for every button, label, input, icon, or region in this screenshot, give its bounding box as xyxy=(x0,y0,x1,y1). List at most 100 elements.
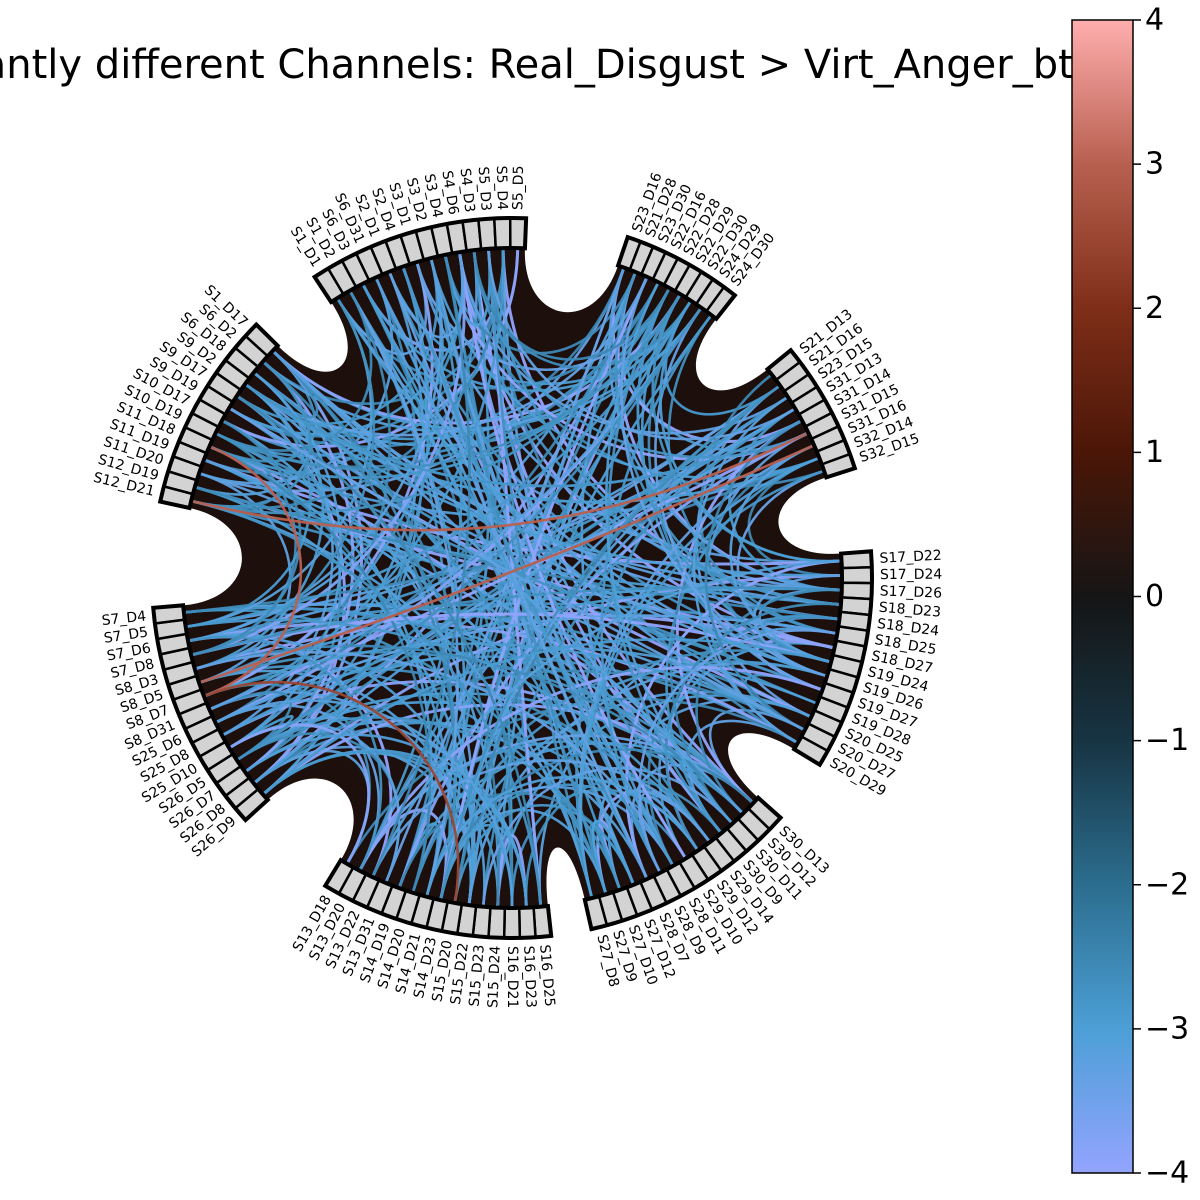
node-S5_D3 xyxy=(477,217,498,251)
colorbar-tick-label: −4 xyxy=(1145,1156,1189,1191)
edge-219 xyxy=(524,778,722,907)
edge-284 xyxy=(191,612,831,664)
edge-304 xyxy=(195,651,674,866)
node-label: S16_D21 xyxy=(504,946,520,1008)
group-border xyxy=(764,347,858,480)
node-label: S4_D6 xyxy=(438,169,461,216)
chart-area: S1_D1S1_D2S6_D3S6_D31S2_D1S2_D4S3_D1S3_D… xyxy=(92,165,943,1008)
node-label: S16_D25 xyxy=(536,944,557,1007)
chord-edges xyxy=(184,248,842,908)
edge-286 xyxy=(607,268,842,592)
colorbar-scale xyxy=(1071,19,1134,1174)
node-label: S17_D24 xyxy=(880,567,943,583)
edge-227 xyxy=(458,252,687,859)
edge-262 xyxy=(215,614,837,724)
edge-313 xyxy=(372,559,841,877)
edge-306 xyxy=(245,733,528,907)
edge-291 xyxy=(191,586,842,656)
edge-322 xyxy=(237,308,702,761)
edge-285 xyxy=(204,642,805,731)
edge-191 xyxy=(199,277,394,485)
edge-338 xyxy=(229,407,805,731)
edge-264 xyxy=(444,249,491,327)
edge-309 xyxy=(372,759,710,877)
colorbar-tick-label: 0 xyxy=(1145,579,1164,614)
edge-168 xyxy=(349,291,635,885)
edge-171 xyxy=(496,694,811,907)
edge-139 xyxy=(188,620,798,744)
edge-282 xyxy=(191,252,466,657)
edge-258 xyxy=(237,716,621,890)
colorbar-tick-label: 2 xyxy=(1145,291,1164,326)
edge-290 xyxy=(729,444,831,663)
colorbar-tick-label: −1 xyxy=(1145,723,1189,758)
edge-335 xyxy=(263,638,831,795)
node-label: S16_D23 xyxy=(520,945,539,1008)
group-border xyxy=(615,234,738,322)
edge-336 xyxy=(704,420,805,731)
chart-title: Significantly different Channels: Real_D… xyxy=(0,42,1074,88)
edge-323 xyxy=(272,350,743,814)
edge-315 xyxy=(188,258,442,642)
edge-44 xyxy=(362,284,514,908)
edge-326 xyxy=(605,282,733,824)
edge-333 xyxy=(638,629,837,873)
edge-331 xyxy=(191,500,542,907)
node-S16_D23 xyxy=(517,905,537,940)
edge-265 xyxy=(453,803,635,903)
edge-277 xyxy=(209,690,293,761)
edge-186 xyxy=(667,315,837,635)
colorbar-tick-label: −2 xyxy=(1145,867,1189,902)
edge-270 xyxy=(482,767,733,907)
edge-327 xyxy=(591,819,635,894)
edge-256 xyxy=(191,500,593,898)
node-label: S5_D5 xyxy=(510,165,527,210)
node-S17_D24 xyxy=(840,565,874,585)
edge-202 xyxy=(362,284,692,392)
edge-194 xyxy=(222,383,334,736)
node-label: S18_D24 xyxy=(876,616,940,640)
edge-287 xyxy=(472,250,808,459)
colorbar-ticks: 4 3 2 1 0 −1 −2 −3 −4 xyxy=(1133,3,1189,1191)
node-label: S5_D4 xyxy=(493,165,510,210)
edge-320 xyxy=(472,250,670,361)
edge-280 xyxy=(209,445,432,893)
edge-341 xyxy=(199,444,814,684)
edge-328 xyxy=(215,699,514,908)
edge-324 xyxy=(425,775,699,897)
node-label: S18_D23 xyxy=(878,600,941,621)
edge-162 xyxy=(222,646,817,736)
edge-318 xyxy=(215,294,681,471)
node-S5_D4 xyxy=(492,216,512,250)
edge-340 xyxy=(191,432,808,532)
node-label: S15_D24 xyxy=(485,945,504,1008)
chord-nodes xyxy=(151,216,874,940)
edge-233 xyxy=(362,284,805,731)
node-label: S4_D3 xyxy=(456,167,477,213)
colorbar-tick-label: 3 xyxy=(1145,147,1164,182)
node-label: S17_D22 xyxy=(879,548,942,567)
edge-342 xyxy=(204,445,303,697)
node-label: S17_D26 xyxy=(879,583,942,601)
edge-173 xyxy=(186,383,312,628)
colorbar-tick-label: 1 xyxy=(1145,435,1164,470)
edge-334 xyxy=(372,255,471,877)
group-border xyxy=(582,794,784,932)
group-border xyxy=(151,603,271,823)
colorbar-tick-label: −3 xyxy=(1145,1011,1189,1046)
edge-337 xyxy=(245,383,802,488)
edge-274 xyxy=(654,308,822,691)
edge-276 xyxy=(487,249,593,898)
edge-321 xyxy=(186,301,692,628)
group-border xyxy=(157,321,281,511)
edge-303 xyxy=(692,396,798,744)
edge-68 xyxy=(611,267,802,443)
edge-273 xyxy=(237,258,438,426)
edge-302 xyxy=(229,723,371,864)
group-border xyxy=(791,549,874,768)
edge-205 xyxy=(262,703,754,804)
edge-293 xyxy=(388,252,465,339)
edge-281 xyxy=(659,301,841,563)
node-label: S5_D3 xyxy=(475,166,494,212)
